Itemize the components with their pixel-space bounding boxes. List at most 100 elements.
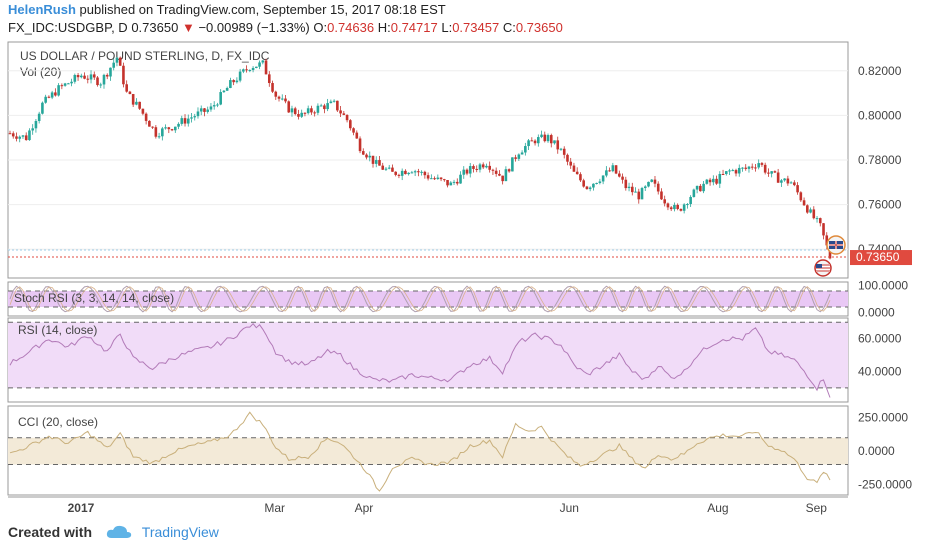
candle-body — [125, 84, 128, 92]
candle-body — [760, 163, 764, 165]
us-flag-icon — [814, 259, 832, 277]
candle-body — [702, 183, 705, 192]
candle-body — [556, 140, 560, 150]
price-tick-label: 0.76000 — [858, 198, 902, 212]
cci-axis[interactable]: 250.0000 0.0000 -250.0000 — [858, 411, 912, 492]
candle-body — [47, 96, 51, 98]
candle-body — [757, 163, 760, 168]
candle-body — [381, 165, 385, 170]
candle-body — [744, 167, 748, 169]
price-pane-title: US DOLLAR / POUND STERLING, D, FX_IDC — [20, 49, 270, 63]
close-value: 0.73650 — [515, 20, 563, 35]
low-label: L: — [441, 20, 453, 35]
candle-body — [242, 69, 245, 72]
indicator-tick-label: 250.0000 — [858, 411, 908, 425]
candle-body — [608, 170, 611, 172]
candle-body — [329, 101, 333, 104]
candle-body — [630, 186, 634, 193]
candle-body — [634, 191, 637, 193]
publish-info: HelenRush published on TradingView.com, … — [8, 2, 446, 17]
candle-body — [737, 167, 741, 174]
time-tick-label: Jun — [560, 501, 579, 515]
candle-body — [164, 127, 167, 129]
tradingview-cloud-icon — [106, 525, 132, 542]
candle-body — [618, 173, 621, 177]
time-axis[interactable]: 2017 Mar Apr Jun Aug Sep — [8, 496, 848, 515]
candle-body — [284, 98, 287, 102]
time-tick-label: Apr — [355, 501, 374, 515]
candle-body — [212, 105, 216, 107]
tradingview-link[interactable]: TradingView — [141, 524, 219, 540]
candle-body — [462, 169, 466, 175]
cci-pane-title: CCI (20, close) — [18, 415, 98, 429]
candle-body — [154, 127, 158, 137]
candle-body — [708, 179, 712, 183]
candle-body — [99, 84, 103, 86]
candle-body — [274, 91, 278, 97]
candle-body — [50, 92, 54, 98]
candle-body — [400, 170, 404, 176]
candle-body — [527, 140, 530, 147]
candle-body — [436, 177, 440, 179]
candle-body — [339, 110, 342, 114]
candle-body — [109, 67, 112, 77]
candle-body — [465, 169, 469, 174]
candle-body — [426, 175, 430, 179]
candle-body — [177, 123, 180, 127]
candle-body — [336, 100, 339, 111]
time-tick-label: Aug — [707, 501, 728, 515]
candle-body — [468, 166, 472, 174]
created-with-label: Created with — [8, 524, 93, 540]
candle-body — [721, 174, 725, 176]
candle-body — [559, 148, 563, 150]
candle-body — [151, 126, 154, 128]
candle-body — [491, 169, 495, 171]
rsi-axis[interactable]: 60.0000 40.0000 — [858, 332, 902, 379]
candle-body — [520, 152, 524, 155]
candle-body — [144, 113, 148, 121]
candle-body — [666, 203, 670, 208]
last-price-tag-label: 0.73650 — [856, 250, 900, 264]
candle-body — [459, 174, 462, 184]
candle-body — [352, 128, 355, 133]
candle-body — [222, 90, 226, 93]
chart-area[interactable]: US DOLLAR / POUND STERLING, D, FX_IDC Vo… — [0, 0, 932, 520]
close-label: C: — [502, 20, 516, 35]
price-grid — [8, 70, 848, 250]
author-link[interactable]: HelenRush — [8, 2, 76, 17]
candle-body — [345, 114, 349, 121]
symbol-name: FX_IDC:USDGBP, D — [8, 20, 128, 35]
candle-body — [397, 174, 401, 176]
candle-body — [669, 207, 673, 210]
candle-body — [368, 155, 372, 158]
last-price-tag: 0.73650 — [850, 250, 912, 266]
candle-body — [423, 171, 427, 176]
candle-body — [332, 100, 336, 102]
candle-body — [180, 118, 184, 124]
stoch-axis[interactable]: 100.0000 0.0000 — [858, 279, 908, 320]
candle-body — [533, 140, 537, 144]
candle-body — [488, 165, 491, 170]
candle-body — [342, 113, 346, 115]
candle-body — [601, 175, 605, 182]
candle-body — [663, 199, 667, 204]
candle-body — [15, 136, 18, 139]
candle-body — [530, 140, 534, 142]
candle-body — [540, 134, 543, 138]
candle-body — [728, 170, 731, 172]
candle-body — [11, 133, 15, 137]
candle-body — [60, 85, 64, 87]
candle-body — [404, 170, 407, 175]
candle-body — [637, 191, 641, 200]
candle-body — [326, 103, 329, 110]
candle-body — [297, 114, 300, 117]
candle-body — [439, 177, 443, 180]
candle-body — [122, 65, 125, 85]
high-label: H: — [377, 20, 391, 35]
indicator-band — [8, 322, 848, 388]
candle-body — [161, 128, 164, 137]
candle-body — [598, 181, 602, 183]
candle-body — [822, 223, 825, 236]
candle-body — [407, 172, 410, 175]
